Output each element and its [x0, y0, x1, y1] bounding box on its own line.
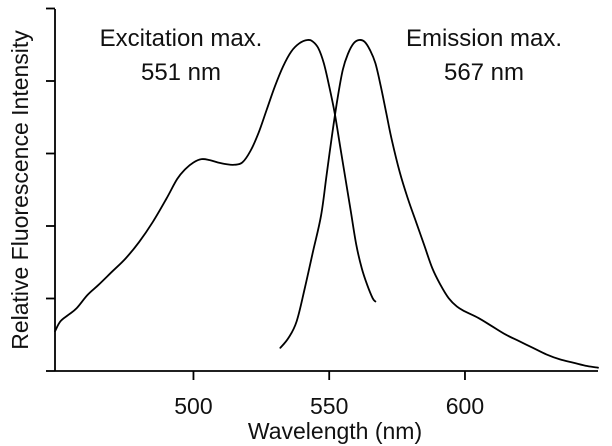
- x-axis-label: Wavelength (nm): [248, 418, 422, 444]
- y-axis-label: Relative Fluorescence Intensity: [7, 30, 33, 350]
- x-tick-label-500: 500: [174, 393, 212, 419]
- emission-spectrum-line: [279, 38, 599, 369]
- x-ticks: 500 550 600: [174, 371, 484, 419]
- x-tick-label-550: 550: [310, 393, 348, 419]
- emission-annotation-value: 567 nm: [444, 59, 524, 86]
- series-layer: [54, 38, 599, 369]
- excitation-annotation-title: Excitation max.: [100, 25, 263, 52]
- axes: [54, 9, 598, 372]
- excitation-annotation-value: 551 nm: [141, 59, 221, 86]
- y-ticks: [46, 7, 55, 372]
- excitation-spectrum-line: [54, 39, 377, 333]
- emission-annotation-title: Emission max.: [406, 25, 562, 52]
- x-tick-label-600: 600: [446, 393, 484, 419]
